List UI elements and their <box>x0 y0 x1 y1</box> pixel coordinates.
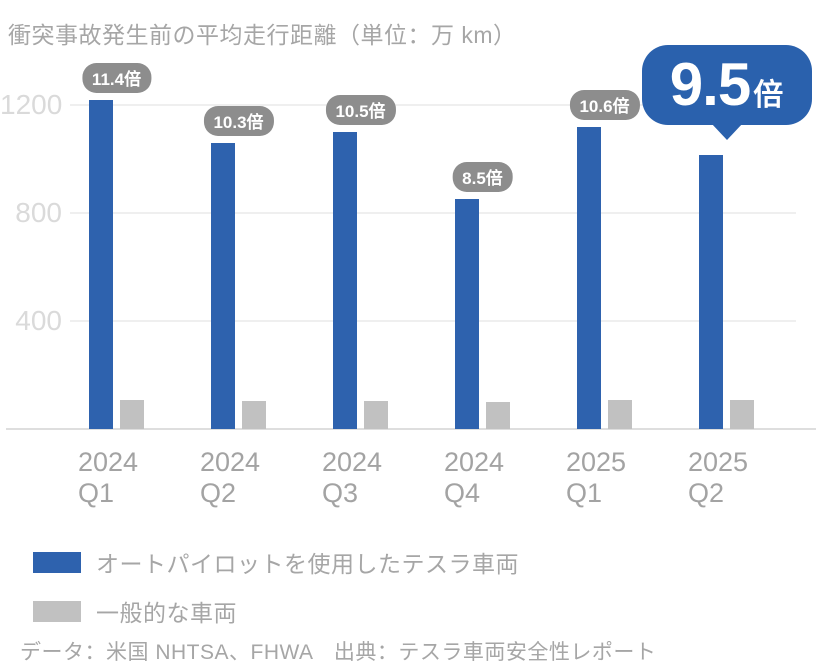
legend-item-tesla: オートパイロットを使用したテスラ車両 <box>33 545 519 579</box>
x-axis-label-line: Q2 <box>200 478 237 508</box>
bar-generic-2024-Q2 <box>242 401 266 429</box>
bar-generic-2024-Q3 <box>364 400 388 429</box>
ratio-badge-11.4倍: 11.4倍 <box>81 62 152 93</box>
x-axis-label-line: Q1 <box>566 478 603 508</box>
x-axis-label-2024-Q4: 2024 Q4 <box>444 447 556 509</box>
ratio-badge-10.3倍: 10.3倍 <box>203 105 274 136</box>
x-axis-label-line: Q2 <box>688 478 725 508</box>
bar-tesla-2024-Q3 <box>333 132 357 429</box>
source-note: データ：米国 NHTSA、FHWA 出典：テスラ車両安全性レポート <box>20 641 657 664</box>
highlight-value: 9.5 <box>669 50 751 118</box>
highlight-suffix: 倍 <box>753 78 784 112</box>
bar-tesla-2025-Q2 <box>699 154 723 429</box>
legend: オートパイロットを使用したテスラ車両 一般的な車両 <box>33 545 519 643</box>
plot-area: 400 800 1200 11.4倍 2024 Q1 10.3倍 2024 Q2 10.5倍 202… <box>0 0 820 460</box>
x-axis-label-2024-Q1: 2024 Q1 <box>78 447 190 509</box>
x-axis-label-line: Q4 <box>444 478 481 508</box>
bar-tesla-2024-Q1 <box>89 99 113 429</box>
highlight-bubble: 9.5 倍 <box>641 44 812 125</box>
x-axis-label-line: 2024 <box>78 447 139 477</box>
bar-tesla-2024-Q4 <box>455 198 479 429</box>
gridline-1200 <box>70 104 796 106</box>
x-axis-label-line: 2024 <box>444 447 505 477</box>
y-axis-tick-800: 800 <box>15 197 62 228</box>
bar-generic-2025-Q1 <box>608 400 632 429</box>
x-axis-line <box>6 428 816 430</box>
legend-item-generic: 一般的な車両 <box>33 594 519 628</box>
x-axis-label-2024-Q3: 2024 Q3 <box>322 447 434 509</box>
legend-label-generic: 一般的な車両 <box>96 600 237 626</box>
x-axis-label-line: 2025 <box>688 447 749 477</box>
x-axis-label-2025-Q2: 2025 Q2 <box>688 447 800 509</box>
gridline-800 <box>70 212 796 214</box>
x-axis-label-line: Q3 <box>322 478 359 508</box>
x-axis-label-2025-Q1: 2025 Q1 <box>566 447 678 509</box>
legend-swatch-generic <box>33 600 81 622</box>
x-axis-label-line: 2024 <box>200 447 261 477</box>
chart-title: 衝突事故発生前の平均走行距離（単位：万 km） <box>8 22 517 48</box>
x-axis-label-2024-Q2: 2024 Q2 <box>200 447 312 509</box>
legend-swatch-tesla <box>33 551 81 573</box>
bar-tesla-2025-Q1 <box>577 126 601 429</box>
x-axis-label-line: 2025 <box>566 447 627 477</box>
bar-generic-2024-Q4 <box>486 402 510 429</box>
bar-tesla-2024-Q2 <box>211 142 235 429</box>
x-axis-label-line: Q1 <box>78 478 115 508</box>
x-axis-label-line: 2024 <box>322 447 383 477</box>
gridline-400 <box>70 320 796 322</box>
bar-generic-2024-Q1 <box>120 400 144 429</box>
bar-generic-2025-Q2 <box>730 400 754 429</box>
y-axis-tick-400: 400 <box>15 305 62 336</box>
y-axis-tick-1200: 1200 <box>0 89 63 120</box>
ratio-badge-10.5倍: 10.5倍 <box>325 95 396 125</box>
ratio-badge-8.5倍: 8.5倍 <box>452 161 513 192</box>
ratio-badge-10.6倍: 10.6倍 <box>569 89 640 120</box>
legend-label-tesla: オートパイロットを使用したテスラ車両 <box>96 551 519 577</box>
